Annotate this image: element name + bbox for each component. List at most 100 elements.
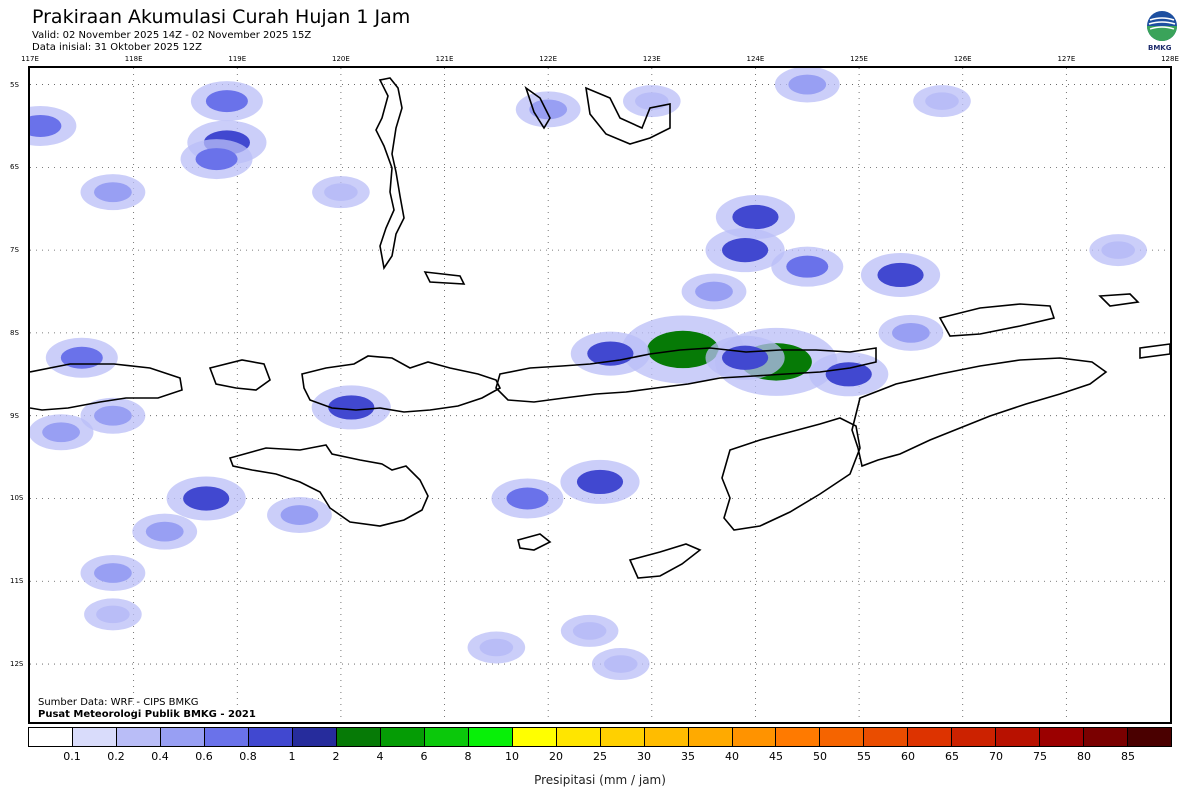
- legend-tick-label: 80: [1077, 750, 1091, 763]
- legend-swatch: [776, 728, 821, 746]
- legend-swatch: [204, 728, 249, 746]
- island-rote: [628, 543, 702, 579]
- legend-swatch: [732, 728, 777, 746]
- rain-cell: [732, 204, 779, 230]
- lon-tick-label: 121E: [435, 55, 454, 63]
- rain-cell: [328, 395, 375, 420]
- legend-swatch: [952, 728, 997, 746]
- rain-cell: [145, 521, 184, 542]
- legend-swatch: [1040, 728, 1085, 746]
- legend-swatch: [29, 728, 73, 746]
- rain-cell: [572, 622, 607, 640]
- legend-swatch: [512, 728, 557, 746]
- legend-tick-label: 20: [549, 750, 563, 763]
- legend-tick-label: 60: [901, 750, 915, 763]
- legend-tick-label: 55: [857, 750, 871, 763]
- legend-tick-label: 0.6: [195, 750, 213, 763]
- lon-tick-label: 117E: [21, 55, 39, 63]
- legend-tick-label: 10: [505, 750, 519, 763]
- island-east: [1139, 343, 1170, 359]
- rain-cell: [94, 405, 132, 426]
- legend-swatch: [908, 728, 953, 746]
- island-west-timor: [721, 417, 861, 531]
- source-line-1: Sumber Data: WRF - CIPS BMKG: [38, 697, 199, 708]
- rainfall-map: [28, 66, 1172, 724]
- legend-tick-label: 0.4: [151, 750, 169, 763]
- legend-tick-label: 65: [945, 750, 959, 763]
- legend-tick-label: 8: [464, 750, 472, 763]
- legend-tick-label: 75: [1033, 750, 1047, 763]
- rain-cell: [529, 99, 568, 120]
- lon-tick-label: 127E: [1057, 55, 1076, 63]
- rain-cell: [695, 281, 733, 302]
- rain-cell: [506, 487, 549, 510]
- map-title: Prakiraan Akumulasi Curah Hujan 1 Jam: [32, 6, 411, 28]
- legend-swatch: [424, 728, 469, 746]
- lat-tick-label: 7S: [10, 246, 19, 255]
- rain-cell: [721, 345, 769, 370]
- island-north-small: [1098, 293, 1140, 307]
- legend-tick-label: 85: [1121, 750, 1135, 763]
- rain-cell: [892, 323, 930, 343]
- legend-tick-label: 45: [769, 750, 783, 763]
- rain-cell: [60, 346, 103, 369]
- legend-swatch: [336, 728, 381, 746]
- rain-cell: [788, 74, 827, 95]
- bmkg-logo-icon: [1147, 11, 1177, 41]
- legend-swatch: [688, 728, 733, 746]
- lon-tick-label: 124E: [746, 55, 765, 63]
- rainfall-field: [30, 68, 1147, 681]
- legend-swatch: [72, 728, 117, 746]
- island-lombok: [208, 359, 271, 391]
- rain-cell: [786, 255, 829, 278]
- rain-cell: [205, 90, 248, 113]
- valid-period: Valid: 02 November 2025 14Z - 02 Novembe…: [32, 30, 312, 41]
- legend-tick-label: 30: [637, 750, 651, 763]
- legend-swatch: [1128, 728, 1172, 746]
- legend-tick-label: 0.1: [63, 750, 81, 763]
- rain-cell: [324, 183, 358, 201]
- lat-tick-label: 11S: [10, 577, 24, 586]
- coastlines: [30, 77, 1170, 579]
- island-flores: [495, 347, 877, 403]
- lat-tick-label: 8S: [10, 328, 19, 337]
- rain-cell: [195, 148, 238, 171]
- lon-tick-label: 119E: [228, 55, 247, 63]
- legend-tick-label: 70: [989, 750, 1003, 763]
- lat-tick-label: 5S: [10, 80, 19, 89]
- lon-tick-label: 128E: [1161, 55, 1179, 63]
- island-bali: [30, 363, 183, 411]
- legend-unit-label: Presipitasi (mm / jam): [534, 773, 666, 787]
- legend-swatch: [644, 728, 689, 746]
- legend-swatch: [160, 728, 205, 746]
- legend-swatch: [1084, 728, 1129, 746]
- legend-swatch: [468, 728, 513, 746]
- island-sumba: [228, 444, 429, 527]
- island-buton: [524, 85, 551, 130]
- island-sabu: [517, 533, 552, 551]
- lon-tick-label: 123E: [642, 55, 661, 63]
- rain-cell: [479, 638, 514, 657]
- legend-tick-label: 2: [332, 750, 340, 763]
- island-sulawesi: [375, 77, 405, 271]
- legend-swatch: [292, 728, 337, 746]
- legend-swatch: [556, 728, 601, 746]
- lon-tick-label: 125E: [850, 55, 868, 63]
- lat-tick-label: 12S: [10, 660, 24, 669]
- rain-cell: [30, 114, 62, 137]
- legend-tick-label: 50: [813, 750, 827, 763]
- rain-cell: [42, 422, 80, 443]
- legend-tick-label: 0.8: [239, 750, 257, 763]
- legend-tick-label: 1: [288, 750, 296, 763]
- rain-cell: [877, 262, 924, 288]
- legend-swatch: [248, 728, 293, 746]
- legend-swatch: [380, 728, 425, 746]
- lat-tick-label: 6S: [10, 163, 19, 172]
- rain-cell: [721, 238, 769, 263]
- rain-cell: [183, 486, 230, 511]
- logo-text: BMKG: [1148, 44, 1172, 52]
- island-selayar: [423, 271, 466, 285]
- map-canvas: [30, 68, 1170, 722]
- lon-tick-label: 120E: [332, 55, 350, 63]
- rain-cell: [825, 362, 872, 387]
